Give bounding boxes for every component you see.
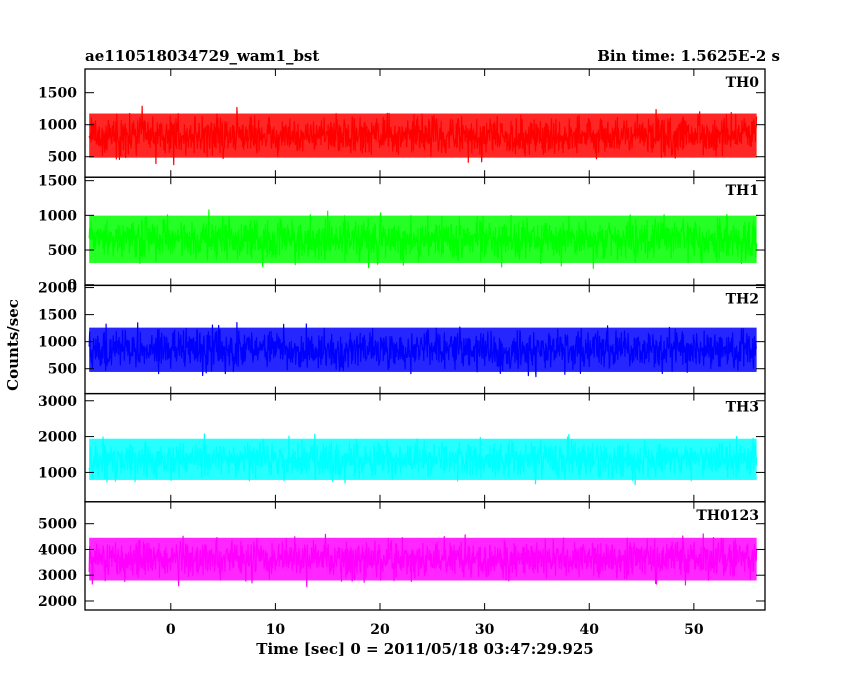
x-tick-label: 50 (684, 622, 704, 638)
bin-time-label: Bin time: 1.5625E-2 s (597, 47, 780, 65)
panel-label-th2: TH2 (726, 291, 759, 307)
x-tick-label: 20 (370, 622, 390, 638)
series-band-th0 (89, 113, 757, 158)
y-tick-label: 1500 (38, 86, 77, 102)
y-tick-label: 3000 (38, 568, 77, 584)
y-tick-label: 1500 (38, 174, 77, 190)
y-tick-label: 1000 (38, 335, 77, 351)
y-tick-label: 1500 (38, 308, 77, 324)
series-band-th1 (89, 215, 757, 263)
x-tick-label: 30 (475, 622, 495, 638)
y-tick-label: 1000 (38, 118, 77, 134)
y-tick-label: 1000 (38, 465, 77, 481)
y-tick-label: 0 (67, 278, 77, 294)
panel-label-th0123: TH0123 (696, 508, 759, 524)
panel-label-th0: TH0 (726, 75, 760, 91)
x-tick-label: 10 (266, 622, 286, 638)
y-tick-label: 5000 (38, 517, 77, 533)
panel-frame-th0123 (84, 501, 766, 611)
chart-title-text: ae110518034729_wam1_bst (85, 47, 319, 65)
y-tick-label: 500 (48, 362, 77, 378)
y-tick-label: 4000 (38, 542, 77, 558)
y-tick-label: 500 (48, 243, 77, 259)
y-tick-label: 2000 (38, 594, 77, 610)
panel-label-th1: TH1 (726, 183, 759, 199)
y-axis-label: Counts/sec (4, 299, 22, 391)
y-tick-label: 1000 (38, 208, 77, 224)
panels-group: 50010001500TH0050010001500TH150010001500… (38, 68, 766, 638)
y-tick-label: 2000 (38, 430, 77, 446)
series-band-th3 (89, 438, 757, 480)
series-band-th2 (89, 327, 757, 372)
x-tick-label: 0 (166, 622, 176, 638)
y-tick-label: 500 (48, 150, 77, 166)
y-tick-label: 2000 (38, 281, 77, 297)
y-tick-label: 3000 (38, 394, 77, 410)
series-band-th0123 (89, 537, 757, 581)
panel-label-th3: TH3 (726, 400, 759, 416)
x-axis-label: Time [sec] 0 = 2011/05/18 03:47:29.925 (256, 640, 593, 658)
x-tick-label: 40 (580, 622, 600, 638)
